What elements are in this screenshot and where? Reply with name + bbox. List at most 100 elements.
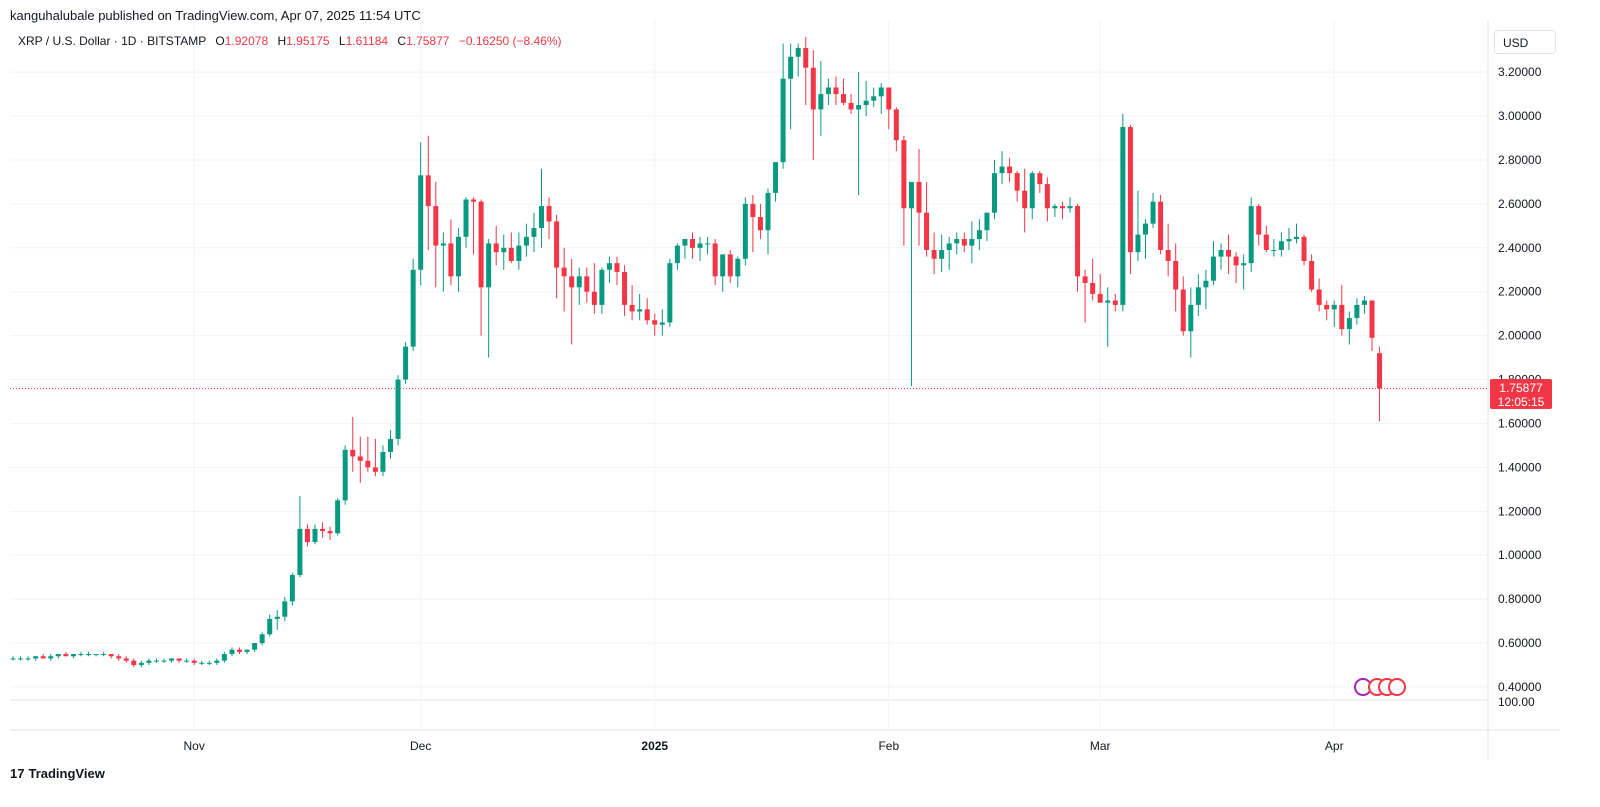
candle-body: [667, 263, 673, 323]
candle: [969, 221, 975, 264]
price-tick-label: 2.20000: [1498, 285, 1542, 299]
candle: [788, 43, 794, 130]
candle: [667, 258, 673, 327]
candle: [463, 197, 469, 248]
candle-body: [1210, 256, 1216, 281]
candle-body: [410, 269, 416, 347]
candle-body: [780, 78, 786, 163]
symbol-name[interactable]: XRP / U.S. Dollar · 1D · BITSTAMP: [18, 34, 207, 48]
candle-body: [327, 531, 333, 534]
candle-body: [1127, 127, 1133, 253]
candle-body: [70, 654, 76, 657]
candle-body: [455, 236, 461, 277]
candle-body: [614, 263, 620, 272]
candle: [810, 50, 816, 160]
currency-button[interactable]: USD: [1494, 30, 1556, 54]
candle: [138, 660, 144, 668]
candle: [984, 212, 990, 242]
low-label: L: [338, 34, 346, 48]
candle: [1075, 203, 1081, 292]
tradingview-logo[interactable]: 17 TradingView: [10, 766, 105, 781]
candle: [282, 596, 288, 622]
candle-body: [153, 660, 159, 662]
candle: [78, 651, 84, 657]
candle: [289, 572, 295, 606]
candle-body: [1248, 206, 1254, 264]
candle-body: [1346, 318, 1352, 330]
candle-body: [320, 528, 326, 532]
candle: [471, 197, 477, 255]
candle-body: [304, 528, 310, 543]
candle: [773, 162, 779, 202]
candle: [637, 293, 643, 321]
candle: [365, 436, 371, 472]
last-price-value: 1.75877: [1499, 381, 1543, 395]
candle-body: [471, 199, 477, 202]
candle-body: [916, 181, 922, 213]
candle: [335, 498, 341, 536]
price-tick-label: 2.80000: [1498, 153, 1542, 167]
candle: [591, 263, 597, 314]
candle-body: [591, 291, 597, 305]
price-tick-label: 2.60000: [1498, 197, 1542, 211]
candle-body: [146, 660, 152, 663]
candle-body: [516, 245, 522, 261]
candle: [1195, 274, 1201, 316]
open-label: O: [215, 34, 225, 48]
candle: [531, 212, 537, 253]
candle-body: [1112, 300, 1118, 305]
candle: [1180, 276, 1186, 336]
candle: [1346, 311, 1352, 345]
price-tick-label: 2.40000: [1498, 241, 1542, 255]
candle-body: [727, 254, 733, 277]
candle-body: [954, 239, 960, 244]
price-tick-label: 2.00000: [1498, 329, 1542, 343]
candle-body: [682, 239, 688, 246]
candle-body: [335, 500, 341, 534]
candle: [916, 148, 922, 246]
candle: [304, 524, 310, 547]
candle: [191, 658, 197, 666]
candle-body: [478, 201, 484, 288]
candle-body: [1105, 300, 1111, 303]
candle-body: [863, 100, 869, 106]
candle-body: [1324, 304, 1330, 310]
candle: [720, 254, 726, 292]
candle: [116, 654, 122, 661]
price-tick-label: 0.40000: [1498, 680, 1542, 694]
candle-body: [101, 654, 107, 656]
price-tick-label: 3.20000: [1498, 65, 1542, 79]
economic-events[interactable]: [1354, 678, 1414, 700]
candle-body: [742, 203, 748, 259]
close-label: C: [397, 34, 407, 48]
candle: [320, 522, 326, 538]
candle: [1150, 192, 1156, 229]
time-tick-label: Feb: [878, 739, 899, 753]
candle: [493, 225, 499, 266]
candle: [727, 249, 733, 283]
candle: [712, 239, 718, 286]
candle-body: [939, 249, 945, 259]
candle-body: [1090, 282, 1096, 294]
candle-body: [33, 656, 39, 659]
candle-body: [1218, 249, 1224, 257]
candle: [403, 342, 409, 384]
candle: [1029, 170, 1035, 220]
candle-body: [1067, 206, 1073, 209]
candle-body: [267, 618, 273, 635]
candle-body: [169, 658, 175, 661]
candle: [1256, 203, 1262, 246]
candle-body: [259, 634, 265, 644]
open-value: 1.92078: [224, 34, 269, 48]
price-tick-label: 3.00000: [1498, 109, 1542, 123]
candle: [357, 436, 363, 483]
us-flag-event-icon[interactable]: [1388, 678, 1406, 696]
candle: [924, 181, 930, 257]
candle-body: [1226, 249, 1232, 257]
candle-body: [705, 243, 711, 245]
candle: [1263, 225, 1269, 253]
candle: [1090, 258, 1096, 301]
candle: [252, 643, 258, 652]
candle-body: [984, 212, 990, 231]
